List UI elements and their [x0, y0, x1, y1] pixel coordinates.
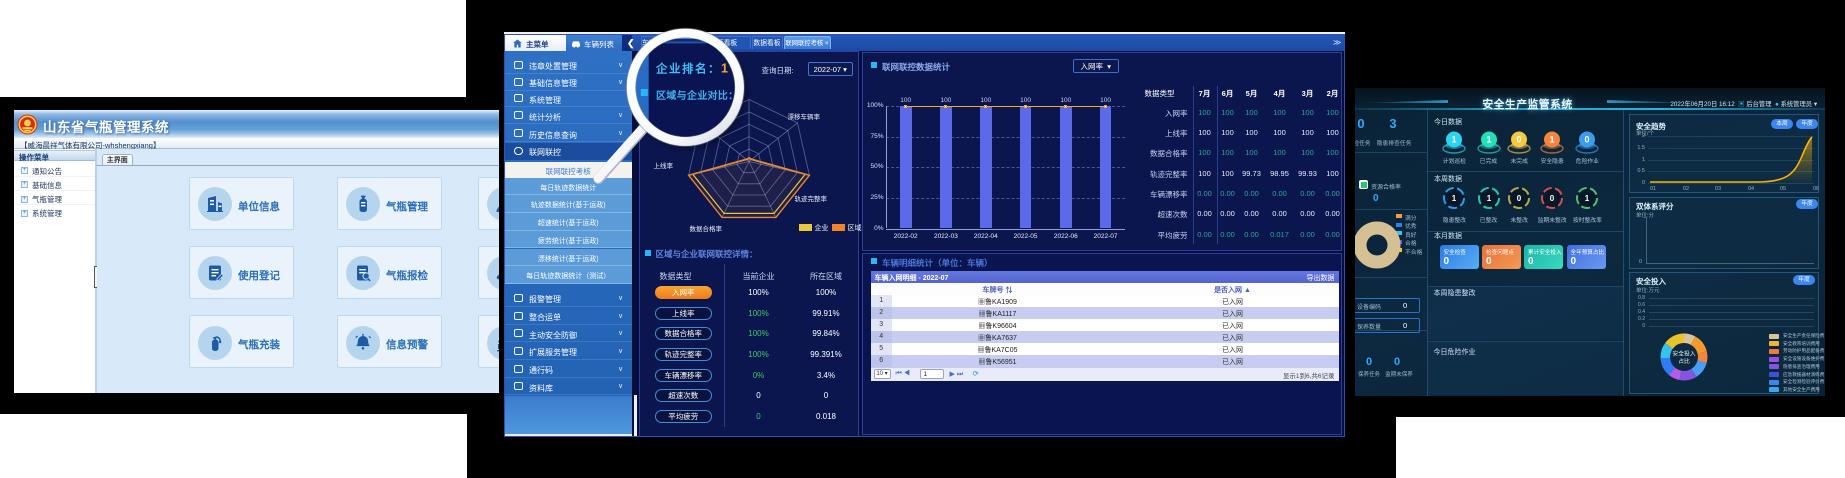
svg-text:占比: 占比 — [1678, 357, 1690, 365]
svg-text:1: 1 — [1452, 135, 1457, 145]
svg-text:0: 0 — [1585, 135, 1590, 145]
svg-text:0: 0 — [1550, 194, 1555, 203]
svg-text:0: 0 — [1517, 194, 1522, 203]
svg-text:企业排名：1: 企业排名：1 — [655, 62, 729, 76]
svg-text:1: 1 — [1486, 194, 1491, 203]
svg-text:1: 1 — [1585, 194, 1590, 203]
svg-text:0: 0 — [1517, 135, 1522, 145]
svg-text:安全投入: 安全投入 — [1672, 350, 1695, 358]
svg-text:1: 1 — [1550, 135, 1555, 145]
svg-text:1: 1 — [1452, 194, 1457, 203]
svg-text:区域与企业对比：: 区域与企业对比： — [656, 89, 738, 102]
svg-text:1: 1 — [1486, 135, 1491, 145]
